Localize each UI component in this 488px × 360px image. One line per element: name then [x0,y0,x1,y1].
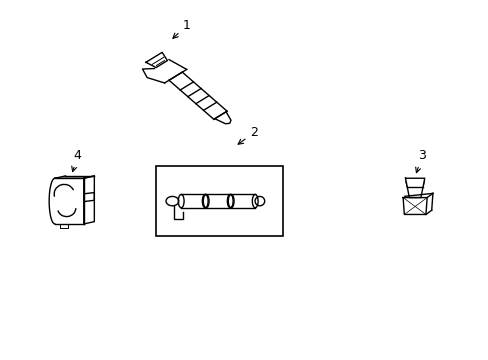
Bar [155,166,283,236]
Text: 4: 4 [72,149,81,172]
Text: 1: 1 [173,19,190,38]
Text: 3: 3 [415,149,426,173]
Text: 2: 2 [238,126,258,144]
